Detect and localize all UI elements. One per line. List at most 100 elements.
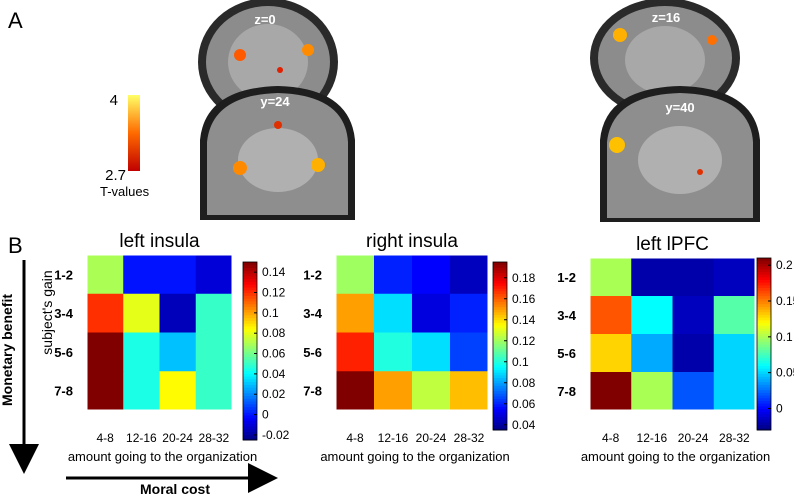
tmap-label: T-values [100, 184, 150, 199]
colorbar-segment [243, 325, 257, 330]
heatmap-cell [374, 293, 413, 333]
heatmap-cell [713, 334, 756, 373]
colorbar-segment [243, 406, 257, 410]
colorbar-segment [493, 340, 507, 344]
colorbar-tick-label: 0.14 [512, 313, 536, 327]
colorbar-segment [243, 287, 257, 291]
heatmap-cell [412, 332, 451, 372]
y-tick-label: 5-6 [557, 346, 576, 361]
heatmap-cell [374, 255, 413, 295]
x-tick-label: 12-16 [126, 431, 157, 445]
colorbar-frame [242, 261, 258, 441]
heatmap-cell [713, 296, 756, 335]
colorbar-segment [493, 356, 507, 360]
colorbar-segment [757, 392, 771, 396]
colorbar-tick-label: 0.06 [512, 397, 536, 411]
panel-label: A [8, 8, 23, 33]
colorbar-segment [493, 296, 507, 300]
colorbar-segment [757, 360, 771, 364]
colorbar-segment [757, 397, 771, 401]
slice-label: y=40 [665, 100, 694, 115]
x-tick-label: 28-32 [454, 431, 485, 445]
colorbar-segment [757, 301, 771, 305]
colorbar-segment [243, 264, 257, 269]
colorbar-segment [493, 306, 507, 310]
colorbar-segment [243, 398, 257, 402]
colorbar-segment [243, 295, 257, 299]
heatmap-cell [159, 293, 197, 333]
colorbar-segment [243, 273, 257, 277]
colorbar-segment [493, 280, 507, 284]
colorbar-segment [757, 263, 771, 267]
colorbar-segment [243, 328, 257, 333]
colorbar-segment [243, 395, 257, 399]
colorbar-segment [243, 378, 257, 383]
y-tick-label: 5-6 [54, 345, 73, 360]
colorbar-segment [757, 276, 771, 280]
colorbar-segment [757, 344, 771, 348]
colorbar-tick-label: 0.08 [262, 326, 286, 340]
y-tick-label: 5-6 [303, 345, 322, 360]
colorbar-segment [493, 290, 507, 294]
colorbar-segment [243, 409, 257, 413]
x-tick-label: 28-32 [719, 431, 750, 445]
colorbar-segment [243, 403, 257, 408]
tmap-colorbar [128, 95, 140, 171]
colorbar-segment [243, 292, 257, 296]
colorbar-segment [757, 389, 771, 393]
tmap-min: 2.7 [105, 167, 126, 184]
colorbar-segment [493, 272, 507, 276]
colorbar-tick-label: 0.12 [512, 334, 536, 348]
colorbar-tick-label: 0.16 [512, 292, 536, 306]
colorbar-tick-label: 0.2 [776, 258, 793, 272]
heatmap-cell [159, 371, 197, 411]
colorbar-segment [243, 387, 257, 391]
colorbar-segment [757, 335, 771, 340]
arrow-label: Moral cost [140, 481, 210, 496]
colorbar-segment [493, 351, 507, 355]
colorbar-segment [757, 314, 771, 318]
colorbar-segment [493, 395, 507, 399]
colorbar-segment [493, 335, 507, 339]
heatmap-cell [87, 255, 124, 295]
colorbar-segment [757, 268, 771, 272]
chart-title: left lPFC [636, 234, 709, 255]
heatmap-cell [123, 332, 160, 372]
colorbar-segment [243, 431, 257, 435]
colorbar-segment [493, 343, 507, 347]
colorbar-segment [493, 382, 507, 386]
colorbar-segment [243, 373, 257, 377]
heatmap-cell [87, 371, 124, 411]
colorbar-segment [757, 274, 771, 278]
heatmap-cell [450, 255, 489, 295]
colorbar-segment [243, 417, 257, 422]
colorbar-segment [757, 424, 771, 428]
colorbar-segment [493, 332, 507, 336]
heatmap-cell [412, 293, 451, 333]
x-axis-label: amount going to the organization [581, 449, 770, 464]
colorbar-segment [493, 380, 507, 384]
colorbar-segment [243, 289, 257, 294]
x-tick-label: 12-16 [378, 431, 409, 445]
colorbar-segment [757, 376, 771, 380]
chart-title: right insula [366, 231, 458, 252]
heatmap-cell [336, 371, 375, 411]
colorbar-tick-label: 0.18 [512, 271, 536, 285]
colorbar-segment [757, 395, 771, 399]
colorbar-segment [493, 262, 507, 266]
colorbar-segment [757, 306, 771, 310]
colorbar-segment [493, 353, 507, 357]
colorbar-segment [243, 306, 257, 310]
colorbar-segment [757, 327, 771, 332]
brain-image [198, 0, 760, 222]
y-tick-label: 7-8 [303, 384, 322, 399]
colorbar-segment [493, 424, 507, 428]
colorbar-segment [493, 403, 507, 407]
colorbar-segment [243, 367, 257, 371]
colorbar-segment [243, 303, 257, 307]
colorbar-segment [493, 416, 507, 420]
colorbar-segment [493, 269, 507, 273]
colorbar-segment [493, 377, 507, 381]
colorbar-segment [243, 370, 257, 374]
colorbar-segment [493, 325, 507, 329]
